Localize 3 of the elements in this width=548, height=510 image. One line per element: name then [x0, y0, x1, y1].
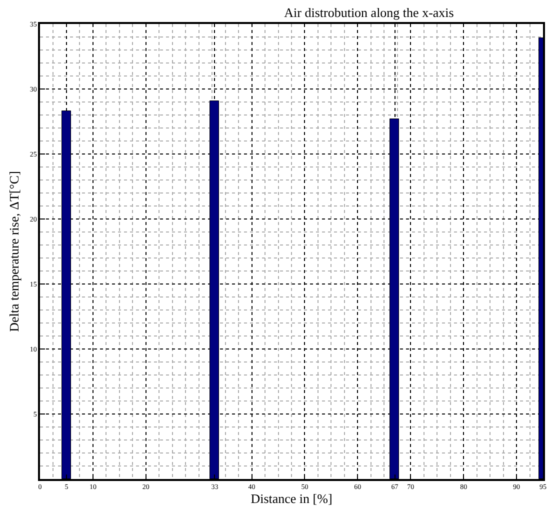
- chart-title: Air distrobution along the x-axis: [284, 4, 454, 20]
- x-axis-title: Distance in [%]: [250, 491, 332, 506]
- y-axis-title: Delta temperature rise, ΔT[°C]: [6, 171, 22, 332]
